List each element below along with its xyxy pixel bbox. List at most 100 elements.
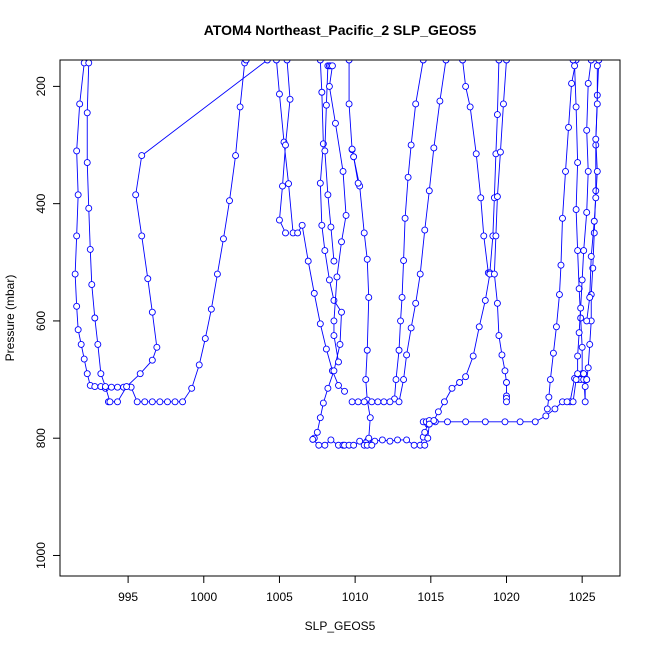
data-point — [362, 376, 370, 384]
data-point — [498, 351, 506, 359]
data-point — [77, 340, 85, 348]
data-point — [425, 420, 433, 428]
data-point — [495, 60, 503, 64]
x-tick-label: 1025 — [569, 590, 596, 604]
data-point — [321, 147, 329, 155]
data-point — [330, 332, 338, 340]
data-point — [106, 398, 114, 406]
data-point — [148, 308, 156, 316]
data-point — [136, 370, 144, 378]
data-point — [584, 364, 592, 372]
data-point — [551, 405, 559, 413]
data-point — [577, 304, 585, 312]
data-point — [392, 376, 400, 384]
data-point — [108, 383, 115, 391]
plot-frame — [59, 59, 621, 577]
data-point — [363, 346, 371, 354]
data-point — [207, 305, 215, 313]
data-point — [83, 159, 91, 167]
data-point — [336, 340, 344, 348]
chart-title: ATOM4 Northeast_Pacific_2 SLP_GEOS5 — [204, 22, 477, 38]
data-point — [324, 384, 332, 392]
data-point — [440, 398, 448, 406]
data-point — [380, 398, 388, 406]
data-point — [462, 82, 470, 90]
x-tick-label: 1020 — [493, 590, 520, 604]
data-point — [213, 270, 221, 278]
data-point — [410, 441, 418, 449]
data-point — [586, 294, 594, 301]
data-point — [590, 229, 598, 237]
data-point — [286, 95, 294, 103]
data-point — [339, 167, 347, 175]
data-point — [480, 232, 488, 240]
data-point — [220, 235, 227, 243]
series-7 — [325, 62, 350, 366]
data-point — [114, 383, 121, 391]
data-point — [188, 384, 196, 392]
data-point — [421, 226, 429, 234]
data-point — [322, 101, 330, 109]
data-point — [559, 214, 566, 222]
data-point — [138, 232, 146, 240]
series-19 — [583, 62, 601, 325]
data-point — [574, 352, 582, 360]
series-17 — [563, 60, 595, 406]
data-point — [583, 376, 591, 384]
series-line — [108, 60, 268, 403]
data-point — [430, 417, 438, 425]
data-point — [397, 317, 404, 325]
data-point — [571, 62, 579, 70]
y-axis-label: Pressure (mbar) — [3, 275, 17, 362]
data-point — [395, 346, 403, 354]
data-point — [503, 60, 510, 64]
data-point — [412, 100, 420, 108]
data-point — [282, 229, 289, 237]
data-point — [542, 412, 550, 420]
data-point — [586, 340, 594, 348]
series-5 — [309, 60, 588, 449]
y-tick-label: 200 — [34, 76, 48, 96]
data-point — [421, 428, 429, 436]
series-4 — [276, 60, 294, 237]
data-point — [374, 398, 382, 406]
data-point — [425, 187, 433, 195]
y-tick-label: 600 — [34, 311, 48, 331]
data-point — [501, 418, 509, 426]
data-point — [226, 197, 233, 205]
data-point — [97, 370, 105, 378]
data-point — [386, 437, 394, 445]
data-point — [575, 329, 583, 337]
x-axis-label: SLP_GEOS5 — [305, 619, 376, 633]
data-point — [501, 367, 509, 375]
data-point — [304, 257, 312, 265]
data-point — [338, 238, 345, 246]
data-point — [363, 255, 371, 263]
data-point — [462, 418, 470, 426]
data-point — [583, 317, 591, 325]
data-point — [584, 79, 592, 87]
data-point — [583, 208, 591, 216]
data-point — [156, 398, 164, 406]
data-point — [434, 408, 442, 416]
series-3 — [272, 60, 348, 395]
data-point — [493, 193, 501, 201]
data-point — [569, 398, 577, 406]
data-point — [587, 60, 595, 64]
data-point — [319, 399, 327, 407]
data-point — [442, 60, 450, 64]
data-point — [350, 153, 358, 161]
data-point — [285, 180, 292, 188]
series-18 — [580, 60, 603, 406]
data-point — [557, 261, 565, 269]
data-point — [76, 100, 84, 108]
data-point — [577, 314, 585, 322]
data-point — [94, 340, 102, 348]
data-point — [572, 206, 580, 213]
data-point — [356, 437, 364, 445]
data-point — [493, 299, 501, 307]
data-point — [394, 436, 401, 444]
data-point — [316, 60, 324, 64]
data-point — [368, 398, 376, 406]
data-point — [201, 335, 209, 342]
